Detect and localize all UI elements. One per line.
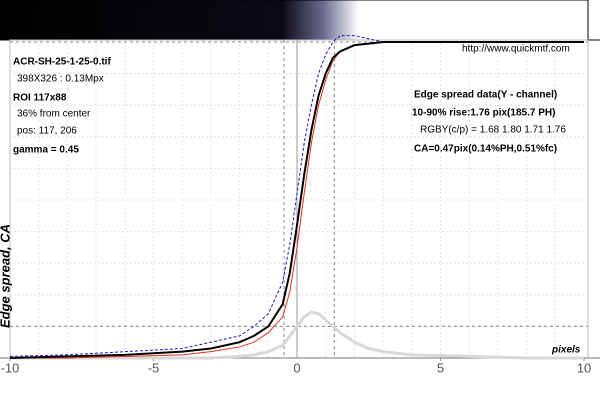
x-axis-label: pixels — [551, 345, 581, 356]
info-text: RGBY(c/p) = 1.68 1.80 1.71 1.76 — [420, 125, 566, 136]
info-text: pos: 117, 206 — [17, 126, 77, 137]
x-tick-label: 5 — [437, 360, 444, 375]
info-text: ACR-SH-25-1-25-0.tif — [13, 57, 111, 68]
y-axis-label: Edge spread, CA — [0, 224, 12, 328]
info-text: Edge spread data(Y - channel) — [414, 90, 557, 101]
url: http://www.quickmtf.com — [462, 44, 570, 55]
x-tick-label: -5 — [148, 360, 160, 375]
info-text: gamma = 0.45 — [13, 145, 79, 156]
x-tick-label: 0 — [293, 360, 300, 375]
info-text: 398X326 : 0.13Mpx — [17, 74, 104, 85]
info-text: ROI 117x88 — [13, 93, 67, 104]
series-line — [10, 310, 584, 360]
info-text: 10-90% rise:1.76 pix(185.7 PH) — [412, 108, 555, 119]
edge-image — [0, 0, 589, 41]
info-text: 36% from center — [17, 109, 91, 120]
plot-area — [9, 39, 589, 359]
x-tick-label: -10 — [1, 360, 20, 375]
info-text: CA=0.47pix(0.14%PH,0.51%fc) — [414, 144, 557, 155]
x-tick-label: 10 — [577, 360, 591, 375]
series-line — [9, 41, 584, 359]
